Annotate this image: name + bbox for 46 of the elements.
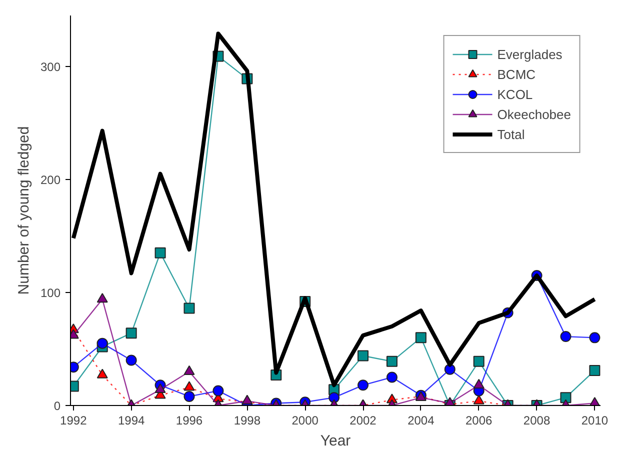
x-tick-label: 2008 — [523, 414, 550, 428]
point — [328, 392, 340, 404]
point — [184, 302, 195, 314]
point — [184, 365, 195, 375]
legend-label: Okeechobee — [497, 106, 571, 122]
legend-label: Everglades — [497, 46, 562, 62]
point — [126, 354, 137, 366]
x-axis-title: Year — [320, 432, 351, 450]
legend-label: KCOL — [497, 86, 533, 102]
point — [560, 392, 572, 404]
point — [154, 383, 166, 394]
point — [386, 356, 398, 367]
point — [96, 338, 108, 349]
point — [184, 381, 195, 391]
x-tick-label: 1998 — [234, 414, 261, 428]
point — [473, 394, 484, 404]
x-tick-label: 2004 — [408, 414, 435, 428]
point — [358, 380, 369, 391]
x-tick-label: 2000 — [292, 414, 319, 428]
point — [386, 372, 398, 383]
point — [560, 331, 572, 342]
x-tick-label: 2002 — [350, 414, 377, 428]
legend-label: BCMC — [497, 66, 536, 82]
y-tick-label: 0 — [54, 399, 61, 413]
point — [212, 385, 224, 396]
y-axis-title: Number of young fledged — [15, 126, 32, 295]
point — [96, 368, 108, 378]
point — [184, 390, 195, 402]
x-tick-label: 1992 — [60, 414, 88, 428]
point — [444, 364, 456, 375]
x-tick-label: 2006 — [466, 414, 493, 428]
point — [154, 247, 166, 258]
point — [126, 328, 137, 339]
point — [415, 332, 426, 344]
y-tick-label: 300 — [40, 60, 61, 74]
legend-label: Total — [497, 126, 525, 142]
x-tick-label: 2010 — [581, 414, 608, 428]
point — [358, 350, 369, 362]
x-tick-label: 1994 — [118, 414, 145, 428]
point — [473, 378, 484, 389]
point — [473, 356, 484, 367]
point — [589, 332, 600, 344]
y-tick-label: 100 — [40, 286, 61, 300]
point — [589, 364, 600, 376]
y-tick-label: 200 — [40, 172, 61, 187]
x-tick-label: 1996 — [176, 414, 203, 428]
